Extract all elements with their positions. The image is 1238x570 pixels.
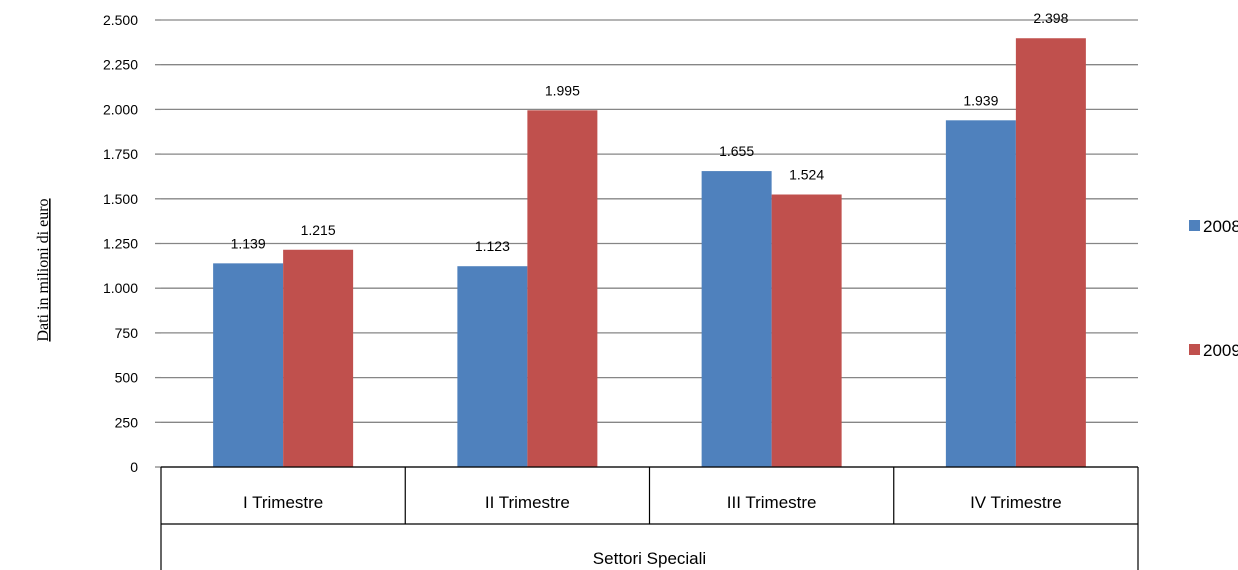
y-axis-label: Dati in milioni di euro: [35, 198, 52, 341]
data-label: 1.139: [231, 235, 266, 251]
bar-2009-1: [283, 249, 354, 467]
y-tick-label: 2.000: [103, 101, 138, 117]
category-label: I Trimestre: [243, 493, 323, 512]
data-label: 1.215: [301, 222, 336, 238]
y-tick-label: 2.250: [103, 57, 138, 73]
bar-2008-2: [457, 266, 528, 467]
bar-2009-3: [771, 194, 842, 468]
x-axis: [160, 466, 1139, 570]
y-tick-label: 0: [130, 459, 138, 475]
category-labels: I Trimestre II Trimestre III Trimestre IV T…: [243, 493, 1062, 512]
y-tick-label: 250: [115, 414, 139, 430]
bar-2009-4: [1015, 38, 1086, 467]
bar-2009-2: [527, 110, 598, 467]
category-label: III Trimestre: [727, 493, 817, 512]
data-label: 1.524: [789, 167, 824, 183]
data-label: 1.995: [545, 82, 580, 98]
data-label: 1.655: [719, 143, 754, 159]
y-axis-ticks: 0 250 500 750 1.000 1.250 1.500 1.750 2.000 2.250…: [103, 12, 161, 475]
bar-2008-1: [213, 263, 284, 467]
legend-label: 2009: [1203, 341, 1238, 360]
bar-2008-4: [945, 120, 1016, 468]
data-labels: 1.139 1.215 1.123 1.995 1.655 1.524 1.939 2.398: [231, 10, 1069, 254]
legend-label: 2008: [1203, 217, 1238, 236]
category-label: IV Trimestre: [970, 493, 1062, 512]
bar-2008-3: [701, 171, 772, 467]
category-label: II Trimestre: [485, 493, 570, 512]
data-label: 1.123: [475, 238, 510, 254]
legend-swatch: [1189, 344, 1200, 355]
bars: [213, 38, 1086, 468]
y-tick-label: 1.500: [103, 191, 138, 207]
group-label: Settori Speciali: [593, 549, 706, 568]
y-tick-label: 500: [115, 370, 139, 386]
y-tick-label: 1.250: [103, 236, 138, 252]
y-tick-label: 1.750: [103, 146, 138, 162]
legend: 2008 2009: [1189, 217, 1238, 360]
y-tick-label: 1.000: [103, 280, 138, 296]
y-tick-label: 2.500: [103, 12, 138, 28]
y-tick-label: 750: [115, 325, 139, 341]
data-label: 2.398: [1033, 10, 1068, 26]
data-label: 1.939: [963, 92, 998, 108]
legend-swatch: [1189, 220, 1200, 231]
